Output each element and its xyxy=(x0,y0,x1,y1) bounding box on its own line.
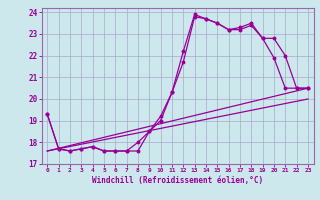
X-axis label: Windchill (Refroidissement éolien,°C): Windchill (Refroidissement éolien,°C) xyxy=(92,176,263,185)
